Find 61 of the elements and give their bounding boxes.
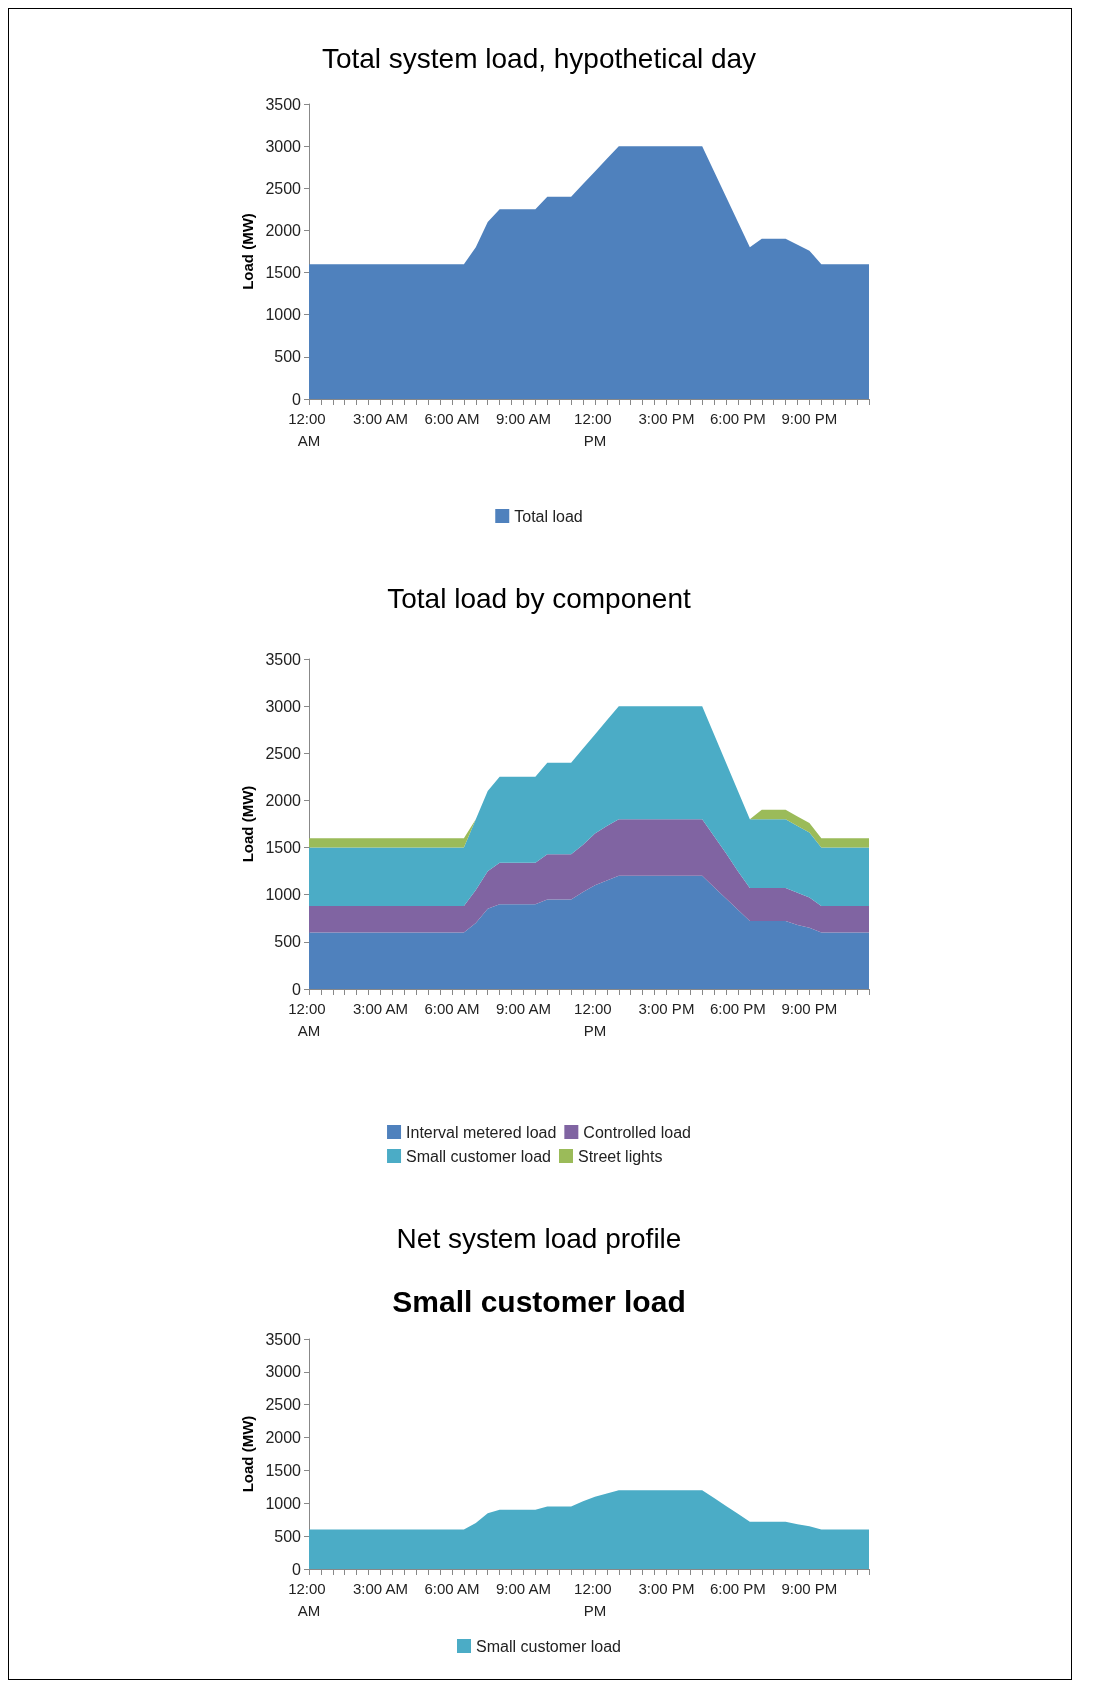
y-tick-label: 0 — [292, 980, 302, 998]
y-tick-label: 2000 — [265, 221, 302, 239]
chart-title: Total load by component — [387, 582, 691, 614]
y-tick-label: 500 — [274, 348, 302, 366]
x-tick-label: 6:00 PM — [710, 999, 766, 1017]
x-tick-label: 6:00 PM — [710, 1579, 766, 1597]
x-tick-label: 12:00 AM — [288, 1579, 330, 1619]
x-tick-label: 9:00 AM — [495, 409, 551, 427]
x-tick-label: 3:00 PM — [638, 409, 695, 427]
y-tick-label: 1000 — [265, 1494, 302, 1512]
y-axis-title: Load (MW) — [238, 213, 256, 290]
y-tick-label: 2000 — [265, 1429, 302, 1447]
x-tick-label: 12:00 AM — [288, 409, 330, 449]
legend-label: Street lights — [577, 1147, 663, 1165]
x-tick-label: 3:00 PM — [638, 1579, 695, 1597]
y-tick-label: 1500 — [265, 1461, 302, 1479]
legend-label: Small customer load — [476, 1637, 621, 1655]
y-tick-label: 1500 — [265, 264, 302, 282]
x-tick-label: 12:00 PM — [574, 409, 616, 449]
y-tick-label: 3000 — [265, 697, 302, 715]
y-tick-label: 3500 — [265, 1330, 302, 1348]
x-tick-label: 6:00 AM — [424, 409, 480, 427]
y-tick-label: 2500 — [265, 179, 302, 197]
y-axis-title: Load (MW) — [238, 785, 256, 863]
y-tick-label: 1000 — [265, 306, 302, 324]
x-tick-label: 9:00 AM — [495, 1579, 551, 1597]
y-tick-label: 0 — [292, 390, 302, 408]
y-tick-label: 2500 — [265, 1396, 302, 1414]
y-tick-label: 2000 — [265, 791, 302, 809]
y-tick-label: 3500 — [265, 650, 302, 668]
x-tick-label: 9:00 PM — [781, 409, 838, 427]
y-tick-label: 0 — [292, 1560, 302, 1578]
chart-subtitle: Small customer load — [392, 1284, 686, 1318]
y-tick-label: 2500 — [265, 744, 302, 762]
legend-label: Total load — [514, 507, 583, 525]
x-tick-label: 12:00 AM — [288, 999, 330, 1039]
chart-title: Total system load, hypothetical day — [321, 42, 757, 74]
legend-label: Small customer load — [406, 1147, 551, 1165]
x-tick-label: 9:00 PM — [781, 999, 838, 1017]
y-tick-label: 500 — [274, 933, 302, 951]
y-axis-title: Load (MW) — [238, 1415, 256, 1493]
x-tick-label: 3:00 AM — [352, 999, 409, 1017]
y-tick-label: 500 — [274, 1527, 302, 1545]
x-tick-label: 3:00 AM — [352, 409, 409, 427]
x-tick-label: 6:00 AM — [424, 999, 480, 1017]
legend-label: Controlled load — [583, 1123, 691, 1141]
x-tick-label: 12:00 PM — [574, 1579, 616, 1619]
y-tick-label: 1000 — [265, 886, 302, 904]
x-tick-label: 3:00 PM — [638, 999, 695, 1017]
x-tick-label: 9:00 PM — [781, 1579, 838, 1597]
x-tick-label: 6:00 PM — [710, 409, 766, 427]
x-tick-label: 12:00 PM — [574, 999, 616, 1039]
y-tick-label: 3000 — [265, 137, 302, 155]
chart-title: Net system load profile — [396, 1222, 682, 1254]
y-tick-label: 3000 — [265, 1363, 302, 1381]
x-tick-label: 9:00 AM — [495, 999, 551, 1017]
y-tick-label: 1500 — [265, 839, 302, 857]
x-tick-label: 3:00 AM — [352, 1579, 409, 1597]
y-tick-label: 3500 — [265, 95, 302, 113]
x-tick-label: 6:00 AM — [424, 1579, 480, 1597]
legend-label: Interval metered load — [406, 1123, 557, 1141]
